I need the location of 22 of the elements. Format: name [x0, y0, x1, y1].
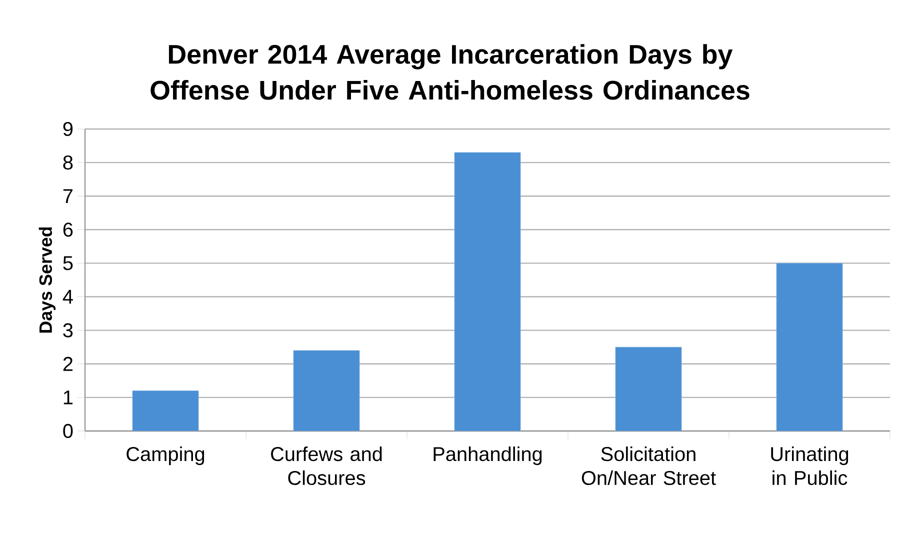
y-tick-label: 1 — [64, 390, 73, 404]
x-tick-label: Urinating in Public — [771, 446, 848, 486]
bar — [615, 346, 682, 431]
x-tick-label: Camping — [126, 446, 204, 466]
bar — [293, 350, 360, 431]
y-tick-label: 9 — [63, 122, 73, 136]
y-axis-title: Days Served — [38, 227, 56, 333]
y-tick-label: 6 — [63, 222, 73, 237]
bar — [454, 152, 521, 431]
bar — [776, 263, 843, 431]
y-tick-label: 0 — [63, 424, 73, 438]
x-tick-label: Curfews and Closures — [271, 446, 382, 486]
x-tick-label: Solicitation On/Near Street — [582, 446, 716, 486]
y-tick-label: 2 — [63, 356, 72, 371]
y-tick-label: 4 — [62, 290, 73, 304]
y-tick-label: 5 — [63, 256, 73, 270]
chart-title: Denver 2014 Average Incarceration Days by Offense Under Five Anti-homeless Ordinances — [150, 44, 750, 100]
y-tick-label: 3 — [63, 323, 73, 338]
y-tick-label: 8 — [63, 156, 73, 170]
bar — [132, 390, 199, 431]
y-tick-label: 7 — [63, 189, 72, 203]
x-tick-label: Panhandling — [434, 446, 542, 466]
